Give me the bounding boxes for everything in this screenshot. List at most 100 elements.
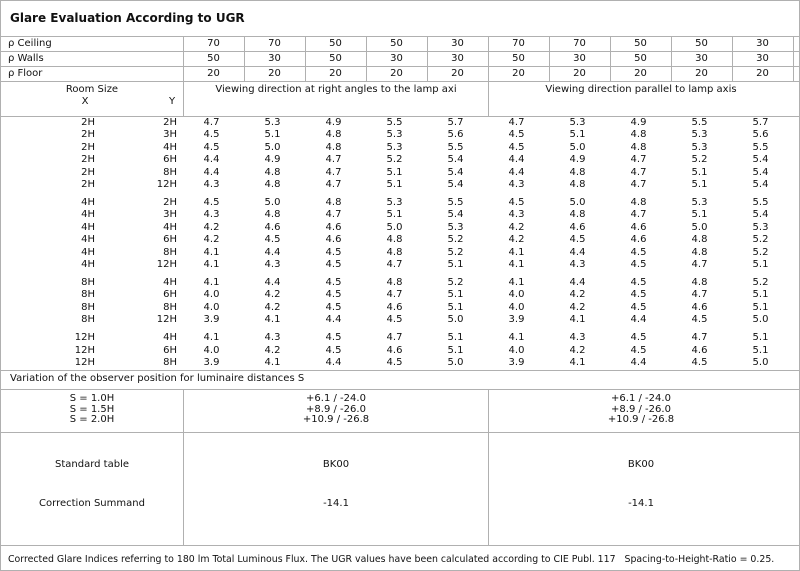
ugr-value: 5.3 [691, 129, 708, 141]
ugr-value: 4.8 [630, 141, 647, 153]
h-rule [0, 0, 800, 1]
ugr-value: 5.3 [386, 129, 403, 141]
ugr-value: 4.0 [508, 289, 525, 301]
ugr-value: 5.4 [447, 209, 464, 221]
ugr-value: 4.6 [386, 344, 403, 356]
ugr-value: 4.1 [508, 246, 525, 258]
correction-right: -14.1 [628, 498, 654, 509]
ugr-value: 3.9 [203, 314, 220, 326]
ugr-value: 3.9 [203, 357, 220, 368]
ugr-value: 4.5 [203, 129, 220, 141]
ugr-value: 4.6 [325, 234, 342, 246]
ugr-value: 4.5 [630, 301, 647, 313]
ugr-value: 5.1 [569, 129, 586, 141]
reflectance-label: ρ Floor [8, 68, 43, 79]
reflectance-value: 20 [268, 68, 281, 79]
ugr-value: 4.8 [691, 234, 708, 246]
ugr-value: 4.5 [691, 314, 708, 326]
ugr-value: 4.7 [630, 154, 647, 166]
ugr-value: 4.5 [203, 141, 220, 153]
ugr-value: 4.0 [203, 289, 220, 301]
ugr-value: 5.4 [447, 154, 464, 166]
ugr-value: 4.0 [508, 301, 525, 313]
ugr-value: 4.1 [508, 277, 525, 288]
reflectance-value: 20 [329, 68, 342, 79]
v-rule [305, 36, 306, 82]
ugr-value: 4.7 [203, 117, 220, 128]
reflectance-value: 50 [695, 38, 708, 49]
ugr-value: 4.5 [325, 301, 342, 313]
ugr-value: 5.1 [386, 209, 403, 221]
ugr-value: 5.2 [447, 277, 464, 288]
ugr-value: 4.8 [691, 277, 708, 288]
ugr-value: 3.9 [508, 357, 525, 368]
ugr-value: 4.5 [386, 314, 403, 326]
room-y: 6H [163, 154, 177, 166]
v-rule [488, 389, 489, 545]
room-x: 2H [81, 166, 95, 178]
ugr-value: 5.4 [447, 166, 464, 178]
y-label: Y [168, 96, 176, 107]
reflectance-value: 20 [634, 68, 647, 79]
v-rule [0, 0, 1, 571]
ugr-value: 5.2 [752, 234, 769, 246]
ugr-value: 5.2 [447, 234, 464, 246]
ugr-value: 4.5 [203, 197, 220, 208]
room-y: 4H [163, 141, 177, 153]
ugr-value: 4.1 [508, 332, 525, 344]
ugr-value: 4.8 [264, 179, 281, 190]
s-right: +10.9 / -26.8 [607, 414, 675, 425]
ugr-value: 4.1 [203, 332, 220, 344]
room-y: 4H [163, 221, 177, 233]
ugr-value: 4.5 [630, 344, 647, 356]
h-rule [0, 66, 800, 67]
ugr-value: 5.1 [447, 289, 464, 301]
v-rule [488, 82, 489, 116]
ugr-value: 5.3 [447, 221, 464, 233]
ugr-value: 5.7 [447, 117, 464, 128]
ugr-value: 4.5 [630, 259, 647, 270]
room-y: 2H [163, 197, 177, 208]
reflectance-value: 20 [451, 68, 464, 79]
reflectance-value: 50 [634, 38, 647, 49]
room-x: 8H [81, 289, 95, 301]
ugr-value: 4.9 [264, 154, 281, 166]
ugr-value: 4.2 [569, 289, 586, 301]
ugr-value: 4.1 [203, 246, 220, 258]
ugr-value: 4.7 [325, 209, 342, 221]
ugr-value: 5.5 [447, 197, 464, 208]
ugr-value: 4.3 [508, 209, 525, 221]
ugr-value: 4.0 [508, 344, 525, 356]
h-rule [0, 389, 800, 390]
ugr-value: 5.1 [447, 301, 464, 313]
room-y: 3H [163, 129, 177, 141]
room-y: 4H [163, 277, 177, 288]
ugr-value: 4.5 [325, 259, 342, 270]
ugr-value: 4.4 [264, 277, 281, 288]
reflectance-value: 30 [756, 53, 769, 64]
ugr-value: 5.0 [569, 197, 586, 208]
s-label: S = 1.0H [69, 393, 115, 404]
ugr-value: 4.1 [264, 314, 281, 326]
ugr-value: 5.5 [691, 117, 708, 128]
room-x: 2H [81, 129, 95, 141]
ugr-value: 4.2 [203, 221, 220, 233]
room-x: 8H [81, 301, 95, 313]
ugr-value: 5.5 [752, 197, 769, 208]
reflectance-value: 20 [573, 68, 586, 79]
ugr-value: 4.4 [264, 246, 281, 258]
h-rule [0, 116, 800, 117]
s-left: +10.9 / -26.8 [302, 414, 370, 425]
ugr-value: 4.2 [508, 234, 525, 246]
ugr-value: 4.5 [264, 234, 281, 246]
room-y: 8H [163, 246, 177, 258]
room-y: 8H [163, 301, 177, 313]
v-rule [671, 36, 672, 82]
room-x: 4H [81, 209, 95, 221]
reflectance-value: 30 [268, 53, 281, 64]
ugr-value: 5.1 [752, 289, 769, 301]
ugr-value: 5.3 [752, 221, 769, 233]
ugr-value: 4.4 [630, 314, 647, 326]
ugr-value: 4.1 [203, 259, 220, 270]
room-y: 6H [163, 234, 177, 246]
